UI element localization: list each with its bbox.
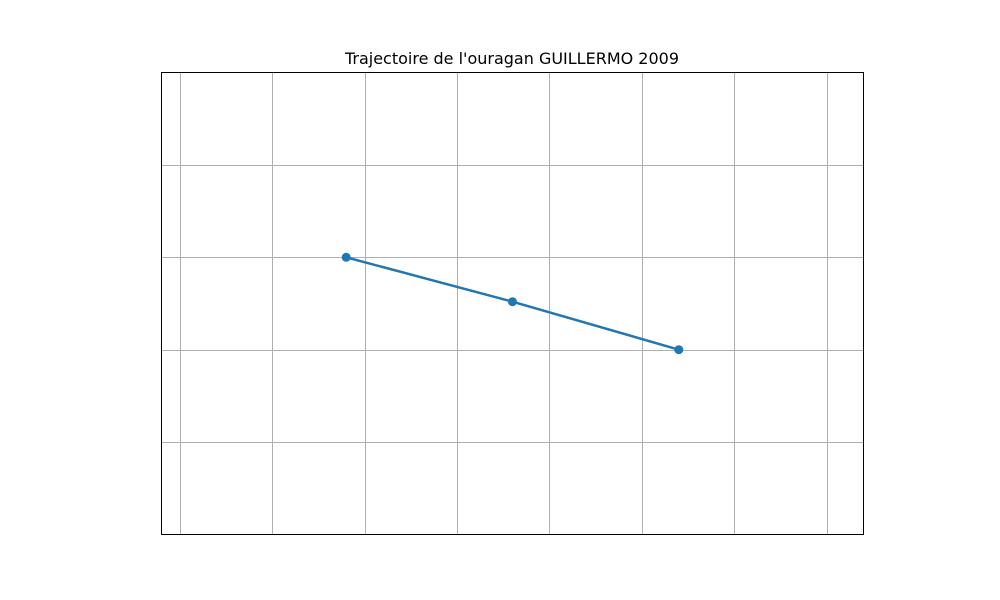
series-layer [341,252,684,355]
data-point-0-2 [674,345,684,355]
data-point-0-1 [508,297,517,307]
plot-frame [161,72,864,535]
grid-lines [161,72,864,535]
chart-title: Trajectoire de l'ouragan GUILLERMO 2009 [344,49,679,68]
data-point-0-0 [341,252,351,262]
